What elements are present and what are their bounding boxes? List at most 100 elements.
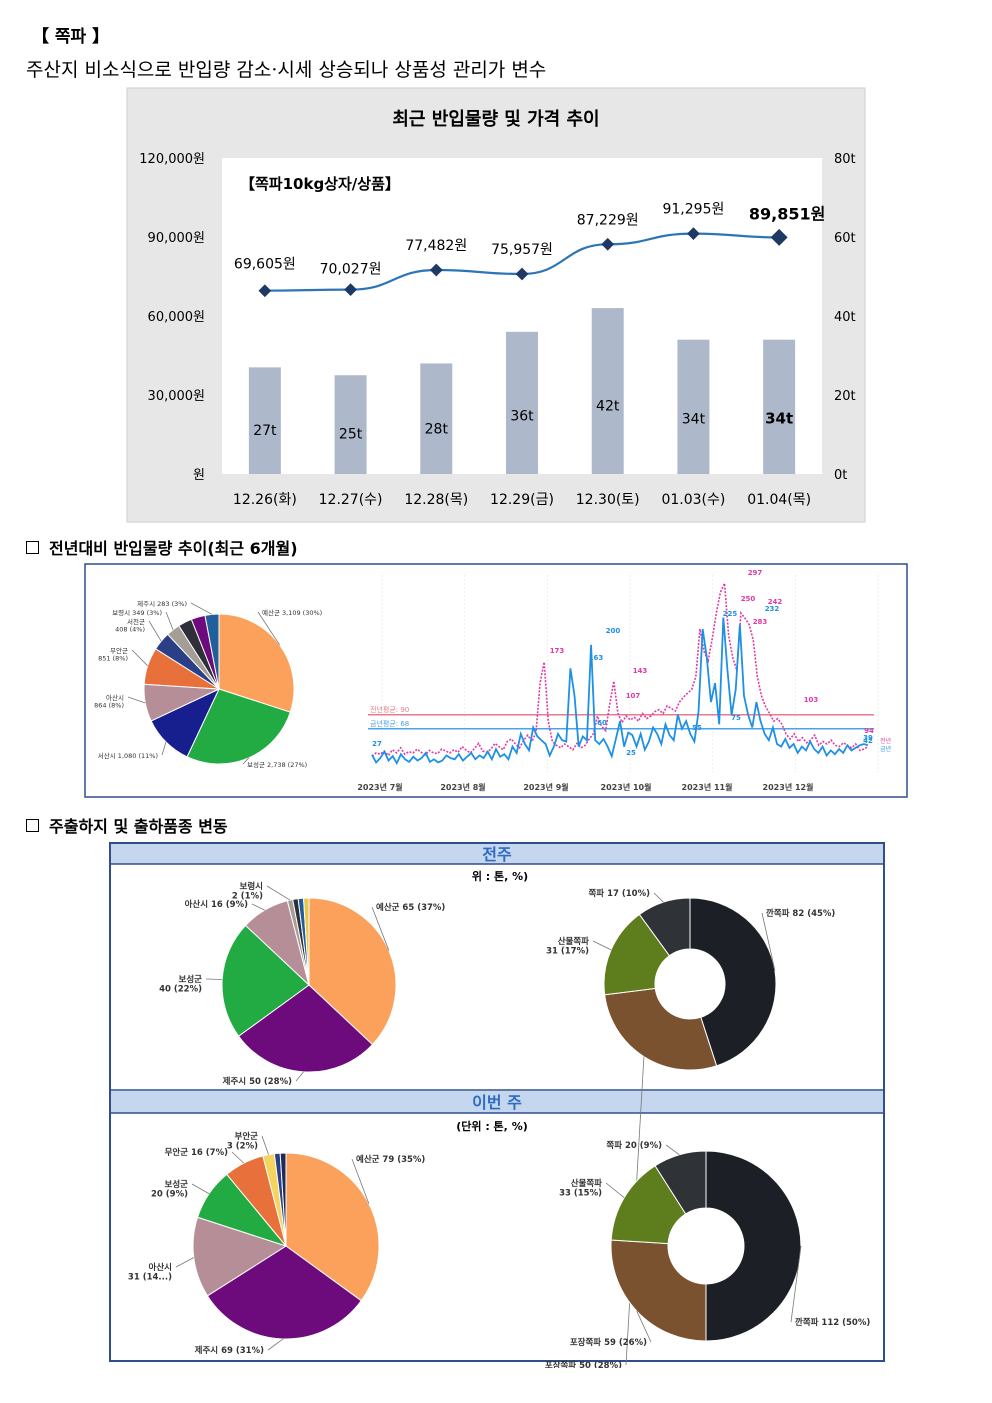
slice-label: 851 (8%) <box>98 655 128 663</box>
slice-label: 쪽파 20 (9%) <box>606 1140 662 1151</box>
x-tick-label: 2023년 12월 <box>763 782 814 792</box>
section-trend-label: 전년대비 반입물량 추이(최근 6개월) <box>49 539 298 558</box>
leader-line <box>665 1144 680 1156</box>
x-tick-label: 12.26(화) <box>233 492 297 508</box>
pie-slice <box>689 897 777 1067</box>
leader-line <box>251 903 265 911</box>
slice-label: 3 (2%) <box>227 1142 258 1152</box>
x-tick-label: 2023년 7월 <box>357 782 402 792</box>
slice-label: 보령시 <box>240 881 263 892</box>
leader-line <box>371 906 390 951</box>
legend-label: 전년 <box>880 737 891 745</box>
pie-slice <box>303 897 310 986</box>
y-axis-right: 80t 60t 40t 20t 0t <box>834 152 856 483</box>
volume-bars: 27t 25t 28t 36t 42t 34t 34t <box>248 308 796 474</box>
leader-line <box>148 620 162 642</box>
this-week-title: 이번 주 <box>472 1093 522 1112</box>
slice-label: 부안군 <box>235 1131 259 1142</box>
slice-label: 산물쪽파 <box>558 936 589 947</box>
x-tick-label: 01.03(수) <box>661 492 725 508</box>
slice-label: 예산군 79 (35%) <box>356 1154 425 1165</box>
volume-bar <box>248 367 281 474</box>
slice-label: 33 (15%) <box>559 1189 602 1199</box>
annotation-label: 163 <box>589 654 604 662</box>
slice-label: 서천군 <box>127 617 145 626</box>
slice-label: 쪽파 17 (10%) <box>588 888 650 899</box>
annotation-label: 55 <box>692 724 702 732</box>
slice-label: 20 (9%) <box>151 1190 188 1200</box>
slice-label: 31 (14...) <box>128 1273 172 1283</box>
leader-line <box>605 1182 625 1198</box>
slice-label: 아산시 16 (9%) <box>185 899 249 910</box>
leader-line <box>165 611 174 630</box>
volume-label: 42t <box>596 398 620 414</box>
volume-label: 34t <box>765 410 793 428</box>
annotation-label: 42 <box>863 737 873 745</box>
average-label: 금년평균: 68 <box>370 719 409 728</box>
slice-label: 864 (8%) <box>94 702 124 710</box>
page-title: 【 쪽파 】 <box>32 27 110 47</box>
annotation-label: 103 <box>804 696 819 704</box>
y-left-tick: 원 <box>193 468 205 483</box>
y-left-tick: 60,000원 <box>148 310 205 325</box>
pie-slice <box>237 984 374 1073</box>
slice-label: 깐쪽파 112 (50%) <box>795 1317 870 1328</box>
volume-bar <box>334 375 367 474</box>
price-label: 77,482원 <box>405 238 467 254</box>
slice-label: 포장쪽파 59 (26%) <box>570 1337 647 1348</box>
pie-slice <box>638 897 691 957</box>
pie-slice <box>654 1150 707 1215</box>
y-left-tick: 30,000원 <box>148 389 205 404</box>
volume-bar <box>677 339 710 474</box>
price-label: 70,027원 <box>320 262 382 278</box>
slice-label: 깐쪽파 82 (45%) <box>766 908 835 919</box>
slice-label: 31 (17%) <box>546 947 589 957</box>
volume-label: 25t <box>339 427 363 443</box>
pie-slice <box>308 897 397 1046</box>
series-curr <box>371 617 869 766</box>
y-right-tick: 20t <box>834 389 856 404</box>
pie-slice <box>604 987 718 1071</box>
last-week-unit: 위 : 톤, %) <box>472 870 528 883</box>
slice-label: 산물쪽파 <box>571 1178 602 1189</box>
y-right-tick: 40t <box>834 310 856 325</box>
slice-label: 40 (22%) <box>159 985 202 995</box>
slice-label: 제주시 283 (3%) <box>137 600 187 608</box>
section-trend-heading: 전년대비 반입물량 추이(최근 6개월) <box>26 535 298 559</box>
price-line: 69,605원 70,027원 77,482원 75,957원 87,229원 91,29… <box>234 202 825 298</box>
annotation-label: 242 <box>768 598 783 606</box>
y-right-tick: 80t <box>834 152 856 167</box>
annotation-label: 27 <box>372 740 382 748</box>
slice-label: 예산군 3,109 (30%) <box>262 608 322 617</box>
annotation-label: 75 <box>731 714 741 722</box>
volume-bar <box>506 331 538 474</box>
price-label: 91,295원 <box>662 202 724 218</box>
volume-bar <box>591 308 624 474</box>
weekly-panel: 전주 위 : 톤, %) 이번 주 (단위 : 톤, %) 예산군 65 (37… <box>109 842 885 1368</box>
checkbox-icon <box>26 819 39 832</box>
leader-line <box>242 757 250 765</box>
six-month-panel: 예산군 3,109 (30%) 보성군 2,738 (27%) 서산시 1,080 … <box>84 563 908 798</box>
annotation-label: 107 <box>626 692 641 700</box>
this-week-header <box>111 1091 883 1113</box>
slice-label: 보성군 2,738 (27%) <box>247 760 307 769</box>
annotation-label: 283 <box>753 618 768 626</box>
price-label: 89,851원 <box>749 204 825 223</box>
pie-slice <box>279 1152 287 1247</box>
leader-line <box>267 1338 284 1351</box>
price-marker <box>344 283 357 296</box>
volume-label: 36t <box>510 408 534 424</box>
leader-line <box>131 649 148 667</box>
last-week-header <box>111 844 883 864</box>
volume-bar <box>420 363 453 474</box>
slice-label: 아산시 <box>106 693 124 702</box>
product-label: 【쪽파10kg상자/상품】 <box>240 175 400 193</box>
pie-slice <box>705 1150 802 1342</box>
annotation-label: 225 <box>723 610 738 618</box>
leader-line <box>231 1151 245 1164</box>
price-label: 87,229원 <box>577 212 639 228</box>
